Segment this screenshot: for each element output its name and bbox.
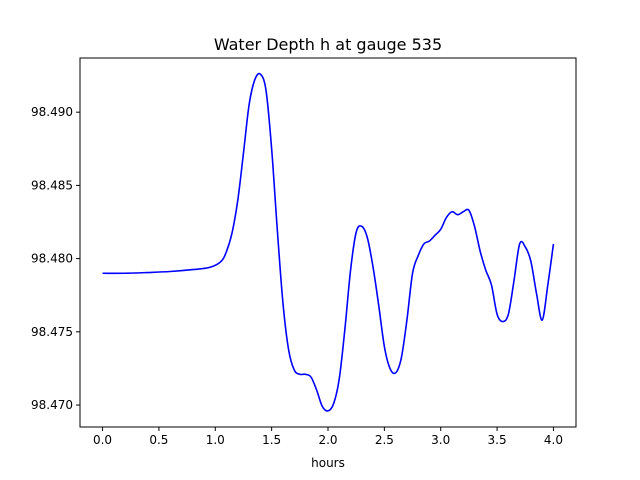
chart-title: Water Depth h at gauge 535 [214, 35, 442, 54]
x-tick-label: 1.5 [262, 433, 281, 447]
x-tick-label: 0.0 [93, 433, 112, 447]
x-tick-label: 0.5 [149, 433, 168, 447]
x-tick-label: 2.0 [318, 433, 337, 447]
x-axis-label: hours [311, 456, 345, 470]
y-tick-label: 98.490 [31, 105, 73, 119]
series-layer [102, 72, 555, 412]
y-tick-label: 98.485 [31, 178, 73, 192]
x-axis: 0.0 0.5 1.0 1.5 2.0 2.5 3.0 3.5 4.0 [93, 427, 563, 447]
x-tick-label: 4.0 [544, 433, 563, 447]
x-tick-label: 3.0 [431, 433, 450, 447]
x-tick-label: 3.5 [488, 433, 507, 447]
y-tick-label: 98.470 [31, 398, 73, 412]
series-line [102, 72, 555, 412]
y-axis: 98.470 98.475 98.480 98.485 98.490 [31, 105, 80, 412]
x-tick-label: 1.0 [206, 433, 225, 447]
y-tick-label: 98.480 [31, 252, 73, 266]
plot-area [80, 58, 576, 427]
y-tick-label: 98.475 [31, 325, 73, 339]
x-tick-label: 2.5 [375, 433, 394, 447]
